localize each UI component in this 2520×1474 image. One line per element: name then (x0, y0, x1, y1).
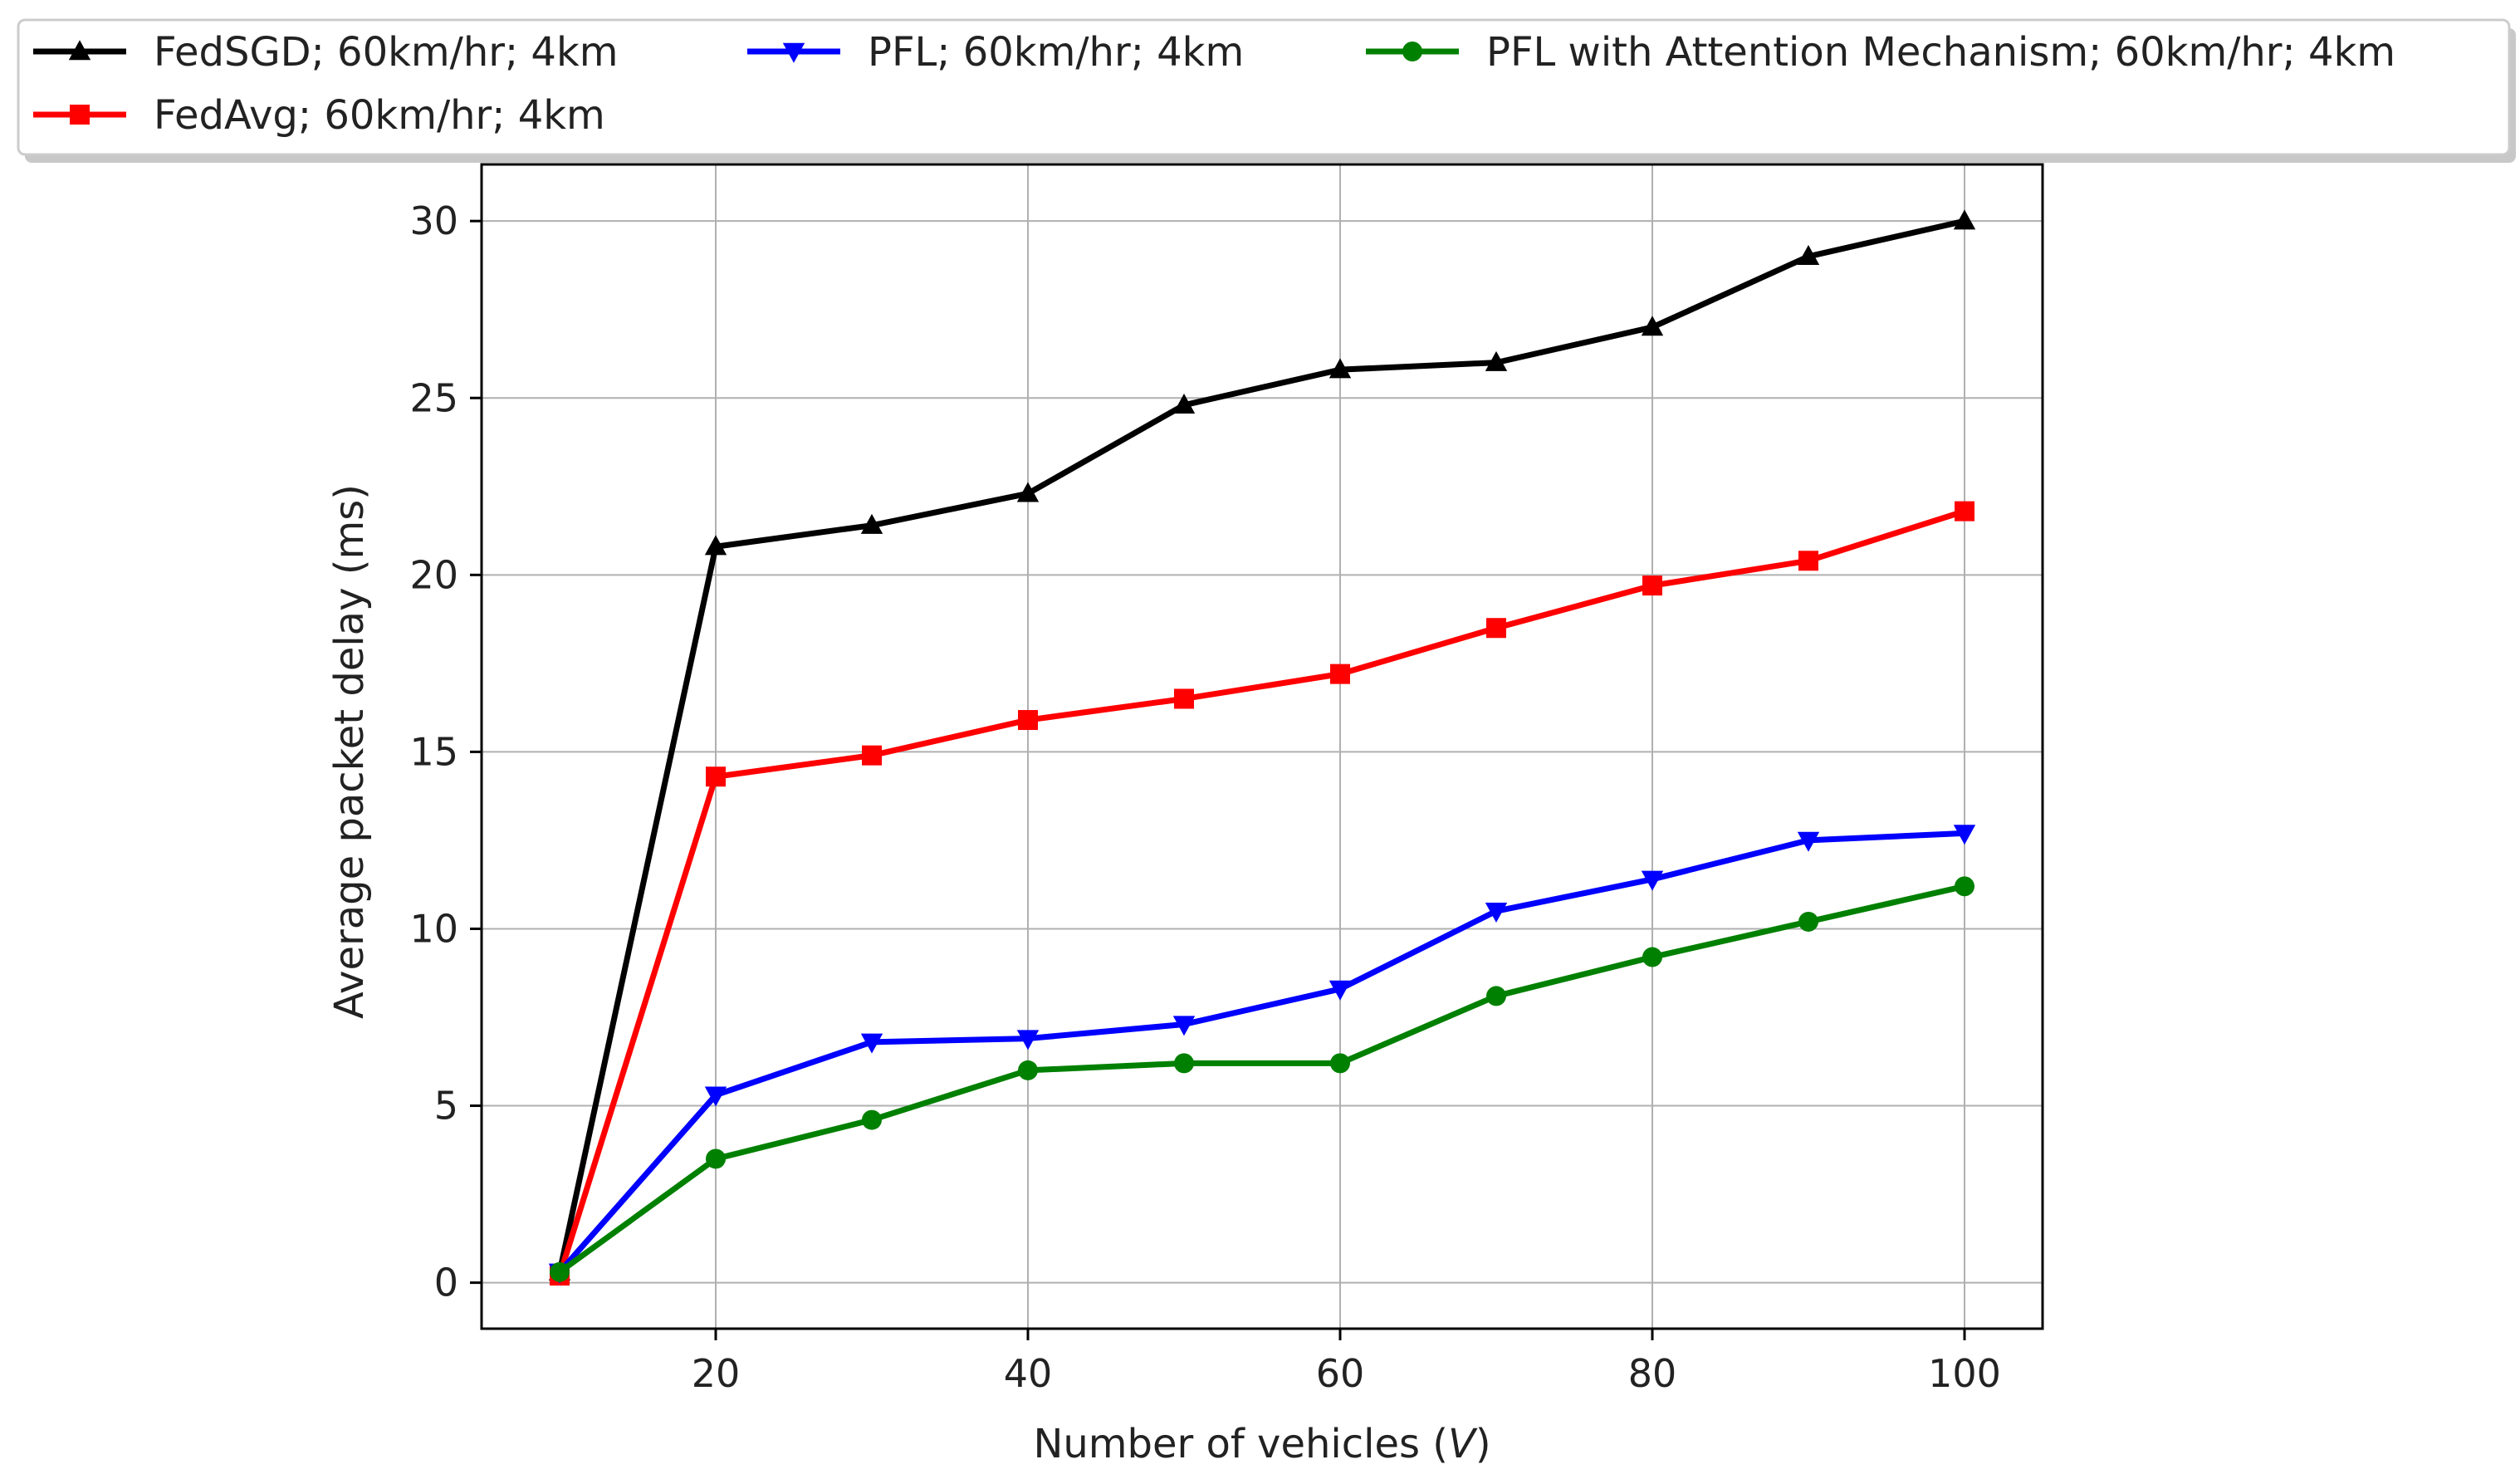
data-point (1330, 664, 1350, 684)
series-fedsgd-60km-hr-4km (548, 209, 1976, 1281)
data-point (862, 745, 882, 766)
legend-label: FedSGD; 60km/hr; 4km (154, 29, 619, 76)
legend: FedSGD; 60km/hr; 4km FedAvg; 60km/hr; 4km… (17, 18, 2516, 163)
series-line (556, 830, 1968, 1276)
x-axis-label: Number of vehicles (V) (1033, 1421, 1490, 1467)
y-tick-label: 15 (409, 729, 458, 774)
x-tick-label: 40 (1004, 1351, 1053, 1396)
legend-marker (70, 105, 90, 125)
data-point (1018, 1060, 1038, 1080)
data-point (1953, 825, 1976, 845)
legend-marker (1402, 42, 1422, 61)
data-point (860, 513, 883, 534)
y-tick-label: 5 (434, 1084, 458, 1129)
data-point (1174, 688, 1194, 709)
y-axis: 0 5 10 15 20 25 30 (409, 198, 482, 1305)
data-point (1172, 1016, 1196, 1036)
data-point (860, 1033, 883, 1054)
plot-frame (480, 163, 2044, 1330)
legend-entry-pfl-with-attention-mechanism-60km-hr-4km: PFL with Attention Mechanism; 60km/hr; 4… (1366, 29, 2395, 76)
data-point (1798, 551, 1818, 571)
legend-label: PFL with Attention Mechanism; 60km/hr; 4… (1486, 29, 2395, 76)
data-point (1172, 393, 1196, 414)
data-point (706, 1148, 726, 1169)
data-point (706, 766, 726, 787)
legend-label: FedAvg; 60km/hr; 4km (154, 92, 605, 139)
data-point (1330, 1053, 1350, 1074)
y-tick-label: 10 (409, 906, 458, 951)
data-point (1797, 244, 1820, 265)
legend-label: PFL; 60km/hr; 4km (868, 29, 1244, 76)
data-point (1018, 710, 1038, 731)
data-point (1329, 358, 1352, 379)
series-line (556, 883, 1968, 1276)
data-point (704, 1086, 727, 1107)
y-tick-label: 0 (434, 1261, 458, 1305)
data-point (1016, 1030, 1040, 1050)
data-point (1797, 831, 1820, 852)
series-layer (548, 209, 1976, 1286)
y-tick-label: 25 (409, 375, 458, 420)
data-point (1955, 876, 1974, 897)
y-axis-label: Average packet delay (ms) (326, 484, 373, 1019)
series-line (556, 508, 1968, 1279)
legend-marker (68, 40, 91, 61)
data-point (1174, 1053, 1194, 1074)
data-point (1016, 482, 1040, 502)
x-tick-label: 100 (1928, 1351, 2001, 1396)
data-point (1486, 618, 1506, 639)
data-point (550, 1261, 570, 1282)
legend-entry-pfl-60km-hr-4km: PFL; 60km/hr; 4km (747, 29, 1244, 76)
x-tick-label: 20 (692, 1351, 741, 1396)
data-point (1642, 575, 1662, 596)
legend-marker (782, 42, 805, 63)
data-point (704, 535, 727, 556)
data-point (1641, 870, 1664, 891)
series-pfl-with-attention-mechanism-60km-hr-4km (550, 876, 1974, 1282)
series-line (556, 218, 1968, 1276)
legend-box (17, 18, 2511, 156)
y-tick-label: 20 (409, 552, 458, 597)
x-axis: 20 40 60 80 100 (692, 1329, 2001, 1396)
y-tick-label: 30 (409, 198, 458, 243)
data-point (1486, 986, 1506, 1006)
data-point (1798, 911, 1818, 932)
data-point (1329, 980, 1352, 1001)
legend-entry-fedavg-60km-hr-4km: FedAvg; 60km/hr; 4km (33, 92, 605, 139)
data-point (1485, 350, 1508, 371)
data-point (1485, 902, 1508, 923)
series-pfl-60km-hr-4km (548, 825, 1976, 1284)
data-point (1642, 947, 1662, 967)
x-tick-label: 60 (1316, 1351, 1365, 1396)
data-point (1953, 209, 1976, 230)
legend-entry-fedsgd-60km-hr-4km: FedSGD; 60km/hr; 4km (33, 29, 619, 76)
data-point (1641, 316, 1664, 336)
data-point (1955, 501, 1974, 522)
data-point (862, 1109, 882, 1130)
x-tick-label: 80 (1628, 1351, 1677, 1396)
series-fedavg-60km-hr-4km (550, 501, 1974, 1286)
